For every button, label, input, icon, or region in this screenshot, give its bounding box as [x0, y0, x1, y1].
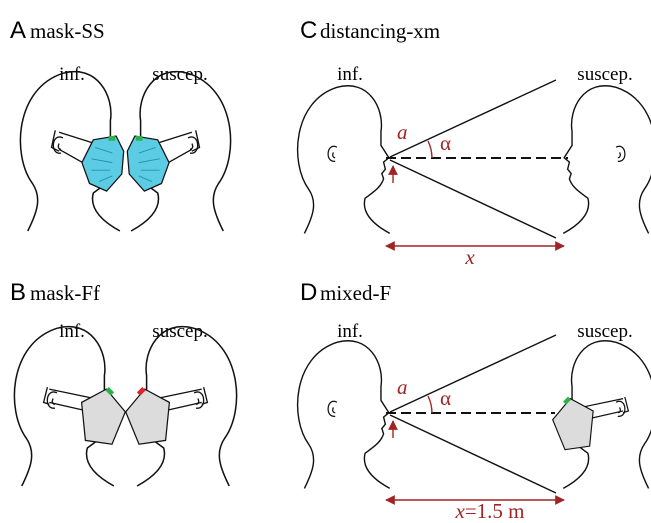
- panel-a: A mask-SS inf. suscep.: [10, 17, 231, 231]
- panel-c: C distancing-xm inf. suscep. a α x: [298, 17, 651, 269]
- mouth-label: a: [397, 375, 408, 399]
- panel-letter: B: [10, 279, 26, 306]
- panel-b: B mask-Ff inf. suscep.: [10, 279, 237, 486]
- panel-title: mask-Ff: [30, 281, 100, 305]
- infected-label: inf.: [337, 64, 363, 85]
- panel-title: mask-SS: [30, 19, 105, 43]
- susceptible-label: suscep.: [152, 321, 207, 342]
- panel-letter: C: [300, 17, 317, 44]
- susceptible-head: [126, 327, 237, 486]
- mouth-label: a: [397, 120, 408, 144]
- panel-title: distancing-xm: [320, 19, 440, 43]
- panel-title: mixed-F: [320, 281, 391, 305]
- figure: A mask-SS inf. suscep. B mask-Ff inf. su…: [0, 0, 651, 523]
- infected-head: [14, 327, 125, 486]
- susceptible-label: suscep.: [577, 64, 632, 85]
- panel-d: D mixed-F inf. suscep. a α x=1.5 m: [298, 279, 651, 523]
- distance-value: =1.5 m: [465, 499, 525, 523]
- susceptible-label: suscep.: [577, 321, 632, 342]
- infected-label: inf.: [337, 321, 363, 342]
- angle-arc: [428, 396, 432, 413]
- angle-arc: [428, 141, 432, 158]
- susceptible-head: [553, 341, 651, 489]
- cone-line: [390, 335, 556, 493]
- infected-label: inf.: [59, 321, 85, 342]
- susceptible-head: [127, 72, 230, 231]
- infected-head: [298, 86, 390, 234]
- panel-letter: D: [300, 279, 317, 306]
- distance-label: x: [464, 245, 475, 269]
- infected-label: inf.: [59, 64, 85, 85]
- distance-label: x=1.5 m: [454, 499, 524, 523]
- infected-head: [298, 341, 390, 489]
- infected-head: [20, 72, 123, 231]
- angle-label: α: [440, 131, 451, 155]
- cone-line: [390, 80, 556, 238]
- angle-label: α: [440, 386, 451, 410]
- susceptible-head: [563, 86, 651, 234]
- panel-letter: A: [10, 17, 26, 44]
